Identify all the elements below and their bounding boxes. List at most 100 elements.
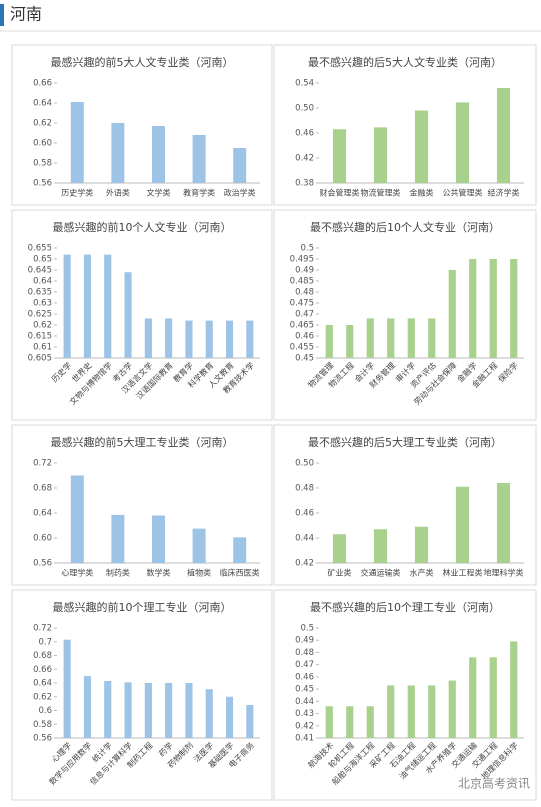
y-tick-label: 0.64 (33, 99, 52, 109)
bar (366, 318, 374, 358)
y-tick-label: 0.66 (33, 665, 52, 675)
bar (233, 148, 247, 183)
x-tick-label: 文学类 (147, 188, 171, 198)
y-tick-label: 0.56 (33, 559, 52, 569)
y-tick-label: 0.45 (295, 685, 314, 695)
x-tick-label: 制药类 (106, 568, 130, 578)
bar (83, 676, 92, 738)
bar (325, 325, 333, 358)
chart-title: 最不感兴趣的后5大人文专业类（河南） (308, 55, 502, 69)
bar (70, 475, 84, 563)
y-tick-label: 0.60 (33, 534, 52, 544)
bar (104, 680, 112, 738)
bar (489, 259, 497, 358)
x-tick-label: 林业工程类 (443, 568, 483, 578)
bar (124, 682, 132, 738)
y-tick-label: 0.56 (33, 179, 52, 189)
bar (428, 318, 436, 358)
watermark: 北京高考资讯 (458, 776, 530, 791)
x-tick-label: 物流管理类 (361, 188, 401, 198)
y-tick-label: 0.58 (33, 159, 52, 169)
y-tick-label: 0.635 (28, 288, 52, 298)
bar (332, 129, 347, 183)
y-tick-label: 0.41 (295, 734, 314, 744)
y-tick-label: 0.65 (33, 255, 52, 265)
header-marker (0, 4, 4, 26)
y-tick-label: 0.49 (295, 266, 314, 276)
bar (144, 318, 152, 358)
y-tick-label: 0.63 (33, 299, 52, 309)
x-tick-label: 教育学类 (183, 188, 215, 198)
y-tick-label: 0.5 (300, 244, 314, 254)
bar (455, 486, 470, 563)
bar (496, 88, 511, 183)
bar (414, 526, 429, 563)
bar (144, 683, 152, 738)
y-tick-label: 0.495 (290, 255, 314, 265)
chart-panel (273, 44, 537, 206)
chart-panel (11, 589, 273, 801)
header-title: 河南 (10, 5, 42, 24)
y-tick-label: 0.66 (33, 79, 52, 89)
bar (152, 126, 165, 183)
y-tick-label: 0.645 (28, 266, 52, 276)
bar (124, 272, 132, 358)
y-tick-label: 0.48 (295, 288, 314, 298)
x-tick-label: 经济学类 (488, 188, 520, 198)
y-tick-label: 0.54 (295, 79, 314, 89)
y-tick-label: 0.62 (33, 321, 52, 331)
y-tick-label: 0.50 (295, 459, 314, 469)
y-tick-label: 0.42 (295, 721, 314, 731)
x-tick-label: 历史学类 (61, 188, 93, 198)
y-tick-label: 0.46 (295, 129, 314, 139)
bar (489, 657, 497, 738)
y-tick-label: 0.44 (295, 697, 314, 707)
y-tick-label: 0.615 (28, 332, 52, 342)
bar (469, 259, 477, 358)
y-tick-label: 0.72 (33, 624, 52, 634)
chart-title: 最不感兴趣的后5大理工专业类（河南） (308, 435, 502, 449)
y-tick-label: 0.7 (38, 637, 52, 647)
y-tick-label: 0.72 (33, 459, 52, 469)
y-tick-label: 0.655 (28, 244, 52, 254)
y-tick-label: 0.465 (290, 321, 314, 331)
chart-title: 最不感兴趣的后10个理工专业（河南） (310, 600, 500, 614)
y-tick-label: 0.68 (33, 484, 52, 494)
x-tick-label: 外语类 (106, 188, 130, 198)
chart-panel (11, 44, 273, 206)
bar (111, 514, 125, 563)
bar (366, 706, 374, 738)
chart-title: 最感兴趣的前5大理工专业类（河南） (51, 435, 234, 449)
y-tick-label: 0.58 (33, 720, 52, 730)
bar (225, 696, 234, 738)
y-tick-label: 0.5 (300, 624, 314, 634)
y-tick-label: 0.48 (295, 648, 314, 658)
bar (373, 127, 388, 183)
y-tick-label: 0.64 (33, 679, 52, 689)
bar (104, 254, 112, 358)
bar (246, 320, 254, 358)
x-tick-label: 财会管理类 (320, 188, 360, 198)
x-tick-label: 植物类 (187, 568, 211, 578)
y-tick-label: 0.605 (28, 354, 52, 364)
bar (428, 685, 436, 738)
y-tick-label: 0.455 (290, 343, 314, 353)
y-tick-label: 0.42 (295, 154, 314, 164)
chart-title: 最不感兴趣的后10个人文专业（河南） (310, 220, 500, 234)
y-tick-label: 0.44 (295, 534, 314, 544)
y-tick-label: 0.46 (295, 672, 314, 682)
bar (246, 705, 254, 738)
bar (205, 689, 213, 738)
x-tick-label: 心理学类 (61, 568, 93, 578)
x-tick-label: 矿业类 (328, 568, 352, 578)
y-tick-label: 0.46 (295, 332, 314, 342)
bar (346, 325, 354, 358)
x-tick-label: 水产类 (410, 568, 434, 578)
y-tick-label: 0.50 (295, 104, 314, 114)
chart-title: 最感兴趣的前10个人文专业（河南） (53, 220, 232, 234)
bar (63, 254, 71, 358)
bar (70, 102, 84, 183)
bar (225, 320, 234, 358)
y-tick-label: 0.60 (33, 139, 52, 149)
bar (469, 657, 477, 738)
